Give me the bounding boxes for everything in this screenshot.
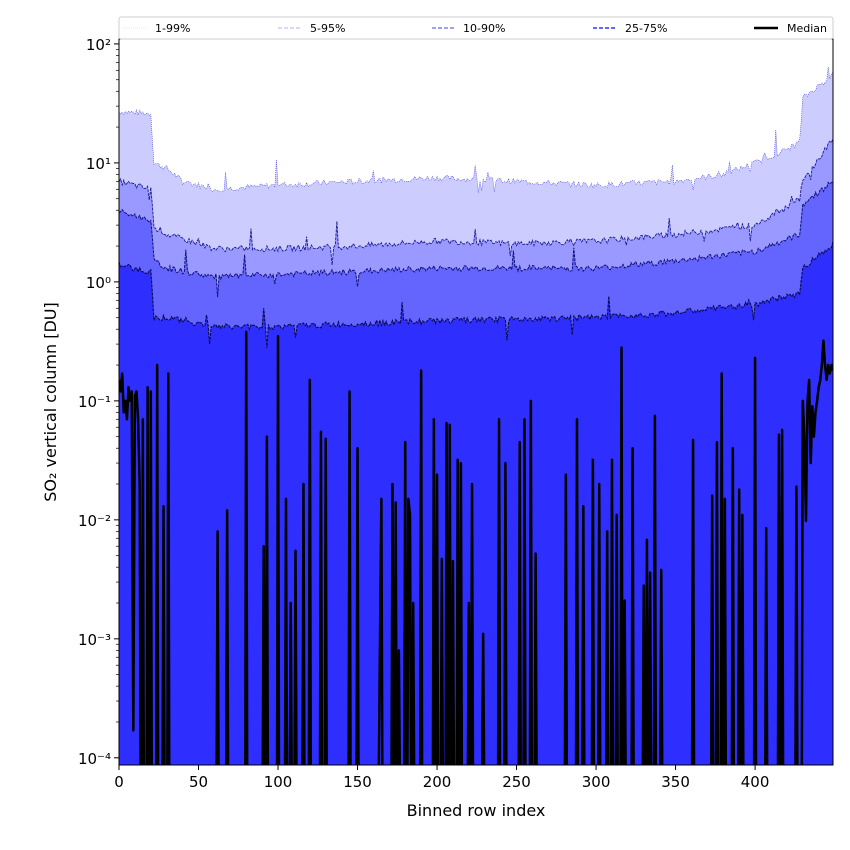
y-tick-label: 10⁻²: [78, 512, 111, 530]
legend-label: 1-99%: [155, 22, 190, 35]
legend-box: [118, 16, 834, 40]
line-p75: [119, 241, 833, 349]
x-tick-label: 100: [264, 773, 293, 791]
line-p90: [119, 181, 833, 298]
x-axis-label: Binned row index: [407, 801, 546, 820]
y-axis-label: SO₂ vertical column [DU]: [41, 302, 60, 502]
y-tick-label: 10⁰: [86, 274, 111, 292]
legend: 1-99% 5-95% 10-90% 25-75% Median: [118, 16, 834, 40]
y-tick-label: 10⁻³: [78, 631, 111, 649]
x-tick-label: 50: [189, 773, 208, 791]
line-p95: [119, 138, 833, 265]
x-tick-label: 250: [502, 773, 531, 791]
x-tick-label: 150: [343, 773, 372, 791]
y-tick-label: 10²: [86, 36, 111, 54]
legend-label: 10-90%: [463, 22, 505, 35]
line-median: [119, 330, 833, 765]
x-tick-label: 350: [661, 773, 690, 791]
series-lines: [119, 66, 833, 765]
y-tick-label: 10⁻⁴: [78, 750, 111, 768]
line-p99: [119, 66, 833, 193]
x-tick-label: 300: [582, 773, 611, 791]
axes: 0 50 100 150 200 250 300 350 400 10⁻⁴ 10⁻³ 10⁻² 10⁻¹…: [78, 36, 769, 791]
x-tick-label: 400: [741, 773, 770, 791]
legend-label: Median: [787, 22, 827, 35]
x-tick-label: 0: [114, 773, 124, 791]
y-tick-label: 10¹: [86, 155, 111, 173]
legend-label: 5-95%: [310, 22, 345, 35]
legend-label: 25-75%: [625, 22, 667, 35]
y-tick-label: 10⁻¹: [78, 393, 111, 411]
x-tick-label: 200: [423, 773, 452, 791]
